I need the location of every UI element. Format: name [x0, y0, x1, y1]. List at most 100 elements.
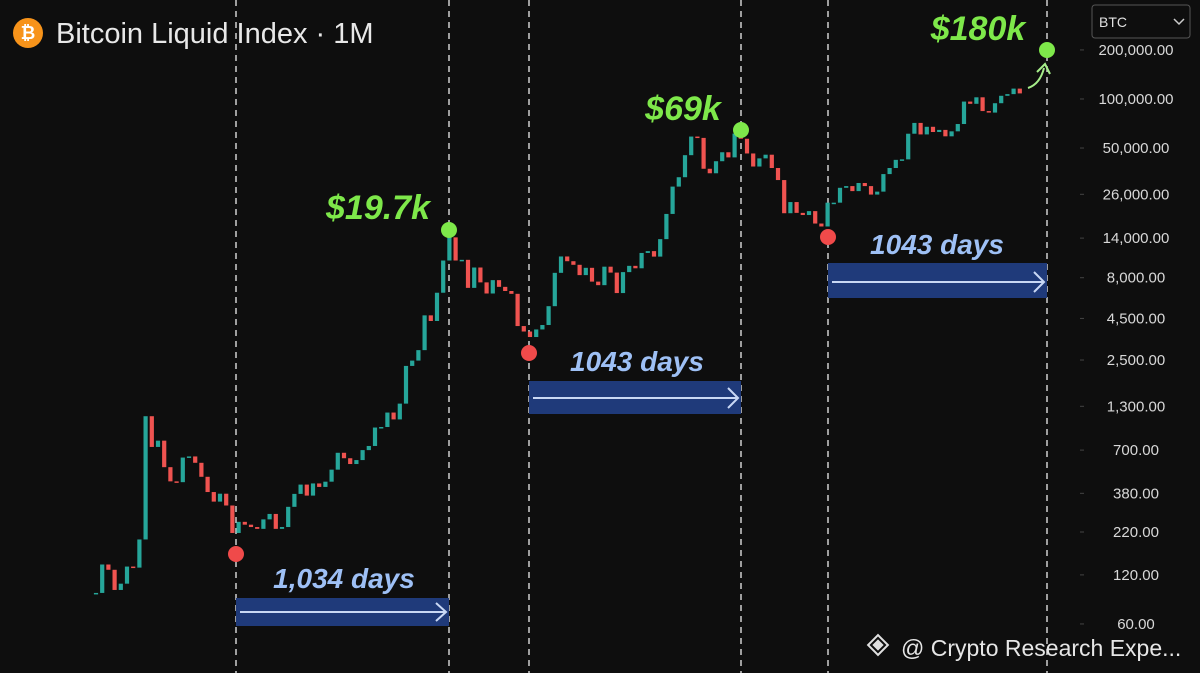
y-tick-label: 1,300.00 [1107, 398, 1165, 415]
candle-body [751, 153, 756, 167]
candle-body [844, 186, 849, 188]
candle-body [397, 403, 402, 420]
candle-body [819, 223, 824, 227]
candle-body [124, 566, 130, 584]
candle-body [174, 481, 179, 483]
candle-body [608, 266, 613, 273]
candle-body [633, 265, 638, 269]
candle-body [100, 564, 105, 593]
candle-body [155, 440, 161, 447]
candle-body [360, 450, 365, 461]
candle-body [701, 137, 706, 169]
y-tick-label: 120.00 [1113, 567, 1159, 584]
candle-body [217, 493, 223, 502]
candle-body [341, 452, 347, 459]
candle-body [658, 239, 663, 257]
chart-title: Bitcoin Liquid Index · 1M [56, 18, 374, 50]
candle-body [149, 416, 154, 447]
candle-body [459, 259, 464, 262]
candle-body [137, 539, 142, 568]
candle-body [224, 493, 229, 506]
candle-body [912, 122, 917, 134]
candle-body [788, 202, 793, 214]
candle-body [775, 168, 781, 181]
candle-body [726, 152, 731, 158]
candle-body [279, 527, 285, 529]
candle-body [428, 315, 433, 321]
candle-body [106, 564, 111, 570]
candle-body [205, 476, 210, 493]
btc-icon-glyph: ₿ [21, 23, 36, 43]
candle-body [937, 129, 942, 133]
candle-body [534, 329, 539, 338]
y-tick-label: 700.00 [1113, 442, 1159, 459]
candle-body [583, 267, 588, 276]
candle-body [589, 267, 595, 282]
candle-body [893, 159, 898, 169]
candle-body [918, 122, 923, 135]
candle-body [162, 440, 167, 468]
candle-body [732, 133, 737, 158]
candle-body [118, 583, 123, 590]
cycle-lines [235, 0, 1048, 673]
candle-body [862, 183, 867, 187]
candle-body [689, 136, 694, 156]
candle-body [992, 103, 998, 113]
candle-body [112, 569, 117, 590]
candle-body [552, 272, 557, 307]
candle-body [1005, 94, 1010, 96]
candle-body [236, 521, 241, 533]
cycle-days: 1043 days [570, 346, 704, 377]
candle-body [875, 191, 880, 195]
candle-body [242, 521, 247, 525]
symbol-label[interactable]: BTC [1099, 14, 1127, 30]
candle-body [856, 183, 861, 192]
y-tick-label: 14,000.00 [1103, 230, 1170, 247]
candle-body [868, 186, 874, 195]
cycle-bars [236, 263, 1047, 626]
candle-body [199, 462, 204, 477]
candle-body [720, 152, 725, 162]
candle-body [465, 259, 471, 288]
btc-icon [13, 18, 43, 48]
candle-body [881, 174, 886, 192]
candle-body [484, 282, 489, 294]
candle-body [837, 187, 843, 203]
candle-body [267, 513, 272, 520]
cycle-dots [228, 42, 1055, 562]
candle-body [515, 293, 520, 327]
candle-body [651, 251, 657, 257]
candle-body [974, 97, 979, 104]
dropdown-caret[interactable] [1173, 18, 1185, 26]
candle-body [961, 101, 967, 125]
candle-body [310, 483, 316, 496]
candle-body [298, 484, 303, 494]
candle-body [757, 158, 762, 167]
candle-body [1011, 88, 1016, 95]
candle-body [527, 331, 533, 338]
y-tick-label: 60.00 [1117, 616, 1155, 633]
candle-body [986, 111, 991, 113]
candle-body [825, 202, 830, 227]
candle-body [1017, 88, 1022, 94]
candle-body [639, 252, 644, 269]
candle-body [955, 124, 960, 132]
peak-label: $180k [930, 10, 1028, 48]
candle-body [968, 101, 973, 104]
candle-body [447, 237, 452, 261]
y-tick-label: 50,000.00 [1103, 140, 1170, 157]
candle-body [434, 292, 440, 321]
candle-body [335, 452, 340, 470]
candle-body [763, 154, 768, 159]
candle-body [558, 256, 564, 273]
candle-body [348, 458, 353, 465]
candle-body [782, 180, 787, 214]
cycle-days: 1,034 days [273, 563, 415, 594]
symbol-select[interactable] [1091, 4, 1191, 39]
candle-body [186, 456, 192, 458]
candle-body [496, 280, 502, 287]
candle-body [211, 492, 216, 502]
candle-body [930, 126, 936, 133]
